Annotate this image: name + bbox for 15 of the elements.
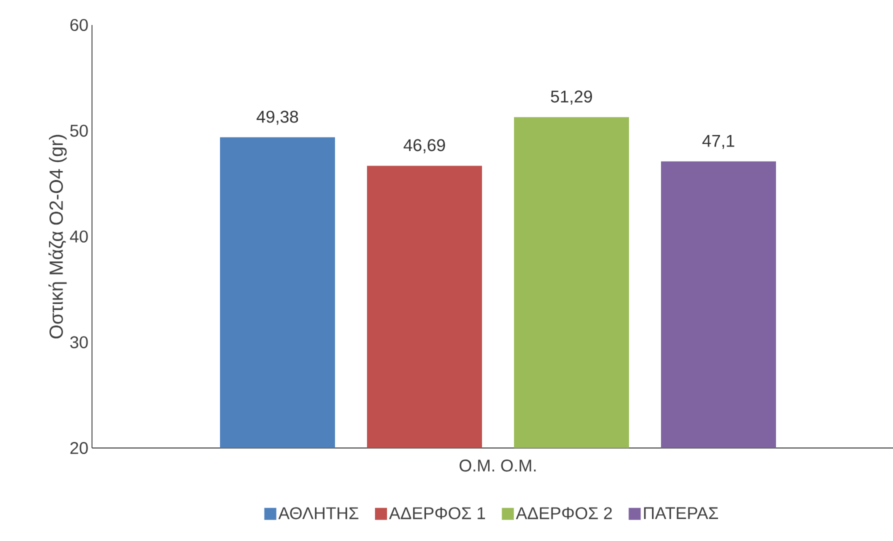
data-label: 47,1 — [702, 135, 734, 149]
legend-label: ΑΘΛΗΤΗΣ — [278, 507, 358, 520]
data-label: 49,38 — [256, 110, 298, 125]
y-tick-label: 60 — [70, 18, 88, 32]
data-label: 46,69 — [404, 139, 445, 154]
legend-label: ΑΔΕΡΦΟΣ 1 — [389, 507, 486, 520]
y-tick-label: 40 — [70, 230, 88, 243]
y-tick-label: 50 — [70, 124, 88, 137]
legend-label: ΑΔΕΡΦΟΣ 2 — [516, 507, 612, 520]
data-label: 51,29 — [550, 90, 592, 105]
y-tick-label: 20 — [70, 442, 88, 454]
y-tick-label: 30 — [70, 336, 88, 348]
y-axis-title: Οστική Μάζα Ο2-Ο4 (gr) — [48, 134, 67, 338]
legend-label: ΠΑΤΕΡΑΣ — [644, 507, 718, 519]
x-tick-label: Ο.Μ. Ο.Μ. — [460, 460, 536, 472]
